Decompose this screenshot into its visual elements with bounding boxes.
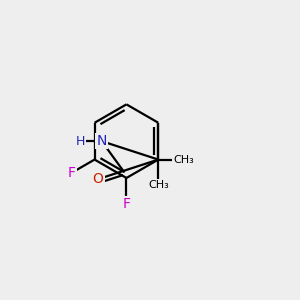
Text: CH₃: CH₃ (148, 180, 169, 190)
Text: O: O (93, 172, 104, 186)
Text: F: F (122, 197, 130, 212)
Text: F: F (68, 166, 76, 180)
Text: H: H (76, 135, 85, 148)
Text: CH₃: CH₃ (173, 154, 194, 165)
Text: N: N (97, 134, 107, 148)
